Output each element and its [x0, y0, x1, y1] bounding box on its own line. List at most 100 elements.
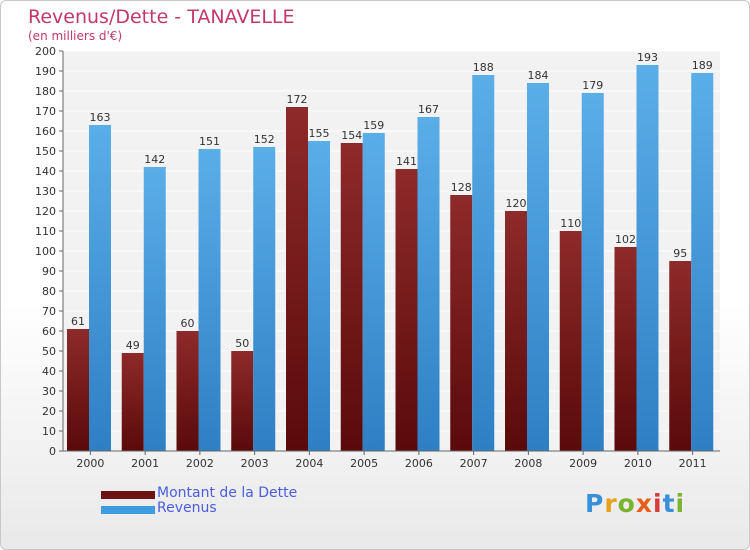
logo-letter: o — [617, 489, 636, 518]
y-tick-label: 60 — [42, 325, 56, 338]
logo-letter: P — [585, 489, 605, 518]
bar-revenue — [636, 65, 659, 451]
data-label-revenue: 159 — [363, 119, 384, 132]
bar-debt — [559, 231, 582, 451]
y-tick-label: 50 — [42, 345, 56, 358]
data-label-revenue: 155 — [309, 127, 330, 140]
bar-debt — [395, 169, 418, 451]
data-label-revenue: 189 — [692, 59, 713, 72]
data-label-revenue: 152 — [254, 133, 275, 146]
bar-debt — [614, 247, 637, 451]
y-tick-label: 140 — [35, 165, 56, 178]
data-label-debt: 154 — [341, 129, 362, 142]
bar-debt — [505, 211, 527, 451]
data-label-revenue: 142 — [144, 153, 165, 166]
x-tick-label: 2010 — [624, 457, 652, 470]
data-label-revenue: 193 — [637, 51, 658, 64]
y-tick-label: 70 — [42, 305, 56, 318]
bar-revenue — [198, 149, 221, 451]
data-label-revenue: 167 — [418, 103, 439, 116]
legend-swatch-debt — [101, 491, 155, 499]
y-tick-label: 10 — [42, 425, 56, 438]
data-label-debt: 50 — [235, 337, 249, 350]
bar-debt — [286, 107, 308, 451]
data-label-debt: 61 — [71, 315, 85, 328]
x-tick-label: 2006 — [405, 457, 433, 470]
data-label-debt: 49 — [126, 339, 140, 352]
proxiti-logo: Proxiti — [585, 489, 685, 518]
data-label-revenue: 163 — [90, 111, 111, 124]
y-tick-label: 160 — [35, 125, 56, 138]
x-tick-label: 2000 — [76, 457, 104, 470]
y-tick-label: 200 — [35, 45, 56, 58]
y-tick-label: 80 — [42, 285, 56, 298]
data-label-revenue: 188 — [473, 61, 494, 74]
y-tick-label: 30 — [42, 385, 56, 398]
y-tick-label: 120 — [35, 205, 56, 218]
bar-debt — [450, 195, 473, 451]
y-tick-label: 130 — [35, 185, 56, 198]
x-tick-label: 2002 — [186, 457, 214, 470]
bars — [67, 65, 714, 451]
logo-letter: x — [635, 489, 653, 518]
bar-debt — [669, 261, 692, 451]
data-label-debt: 120 — [506, 197, 527, 210]
data-label-debt: 141 — [396, 155, 417, 168]
y-tick-label: 190 — [35, 65, 56, 78]
bar-debt — [67, 329, 89, 451]
data-label-revenue: 151 — [199, 135, 220, 148]
bar-revenue — [527, 83, 549, 451]
chart-subtitle: (en milliers d'€) — [28, 29, 123, 43]
data-label-debt: 95 — [673, 247, 687, 260]
logo-letter: t — [662, 489, 676, 518]
bar-revenue — [691, 73, 714, 451]
logo-letter: r — [604, 489, 618, 518]
bar-revenue — [417, 117, 440, 451]
data-label-debt: 110 — [560, 217, 581, 230]
bar-revenue — [362, 133, 385, 451]
bar-debt — [176, 331, 199, 451]
bar-debt — [121, 353, 144, 451]
data-label-revenue: 184 — [528, 69, 549, 82]
grid — [63, 50, 720, 452]
y-tick-label: 90 — [42, 265, 56, 278]
data-label-debt: 60 — [181, 317, 195, 330]
bar-revenue — [472, 75, 495, 451]
bar-revenue — [308, 141, 330, 451]
y-tick-label: 20 — [42, 405, 56, 418]
bar-revenue — [89, 125, 111, 451]
x-tick-label: 2005 — [350, 457, 378, 470]
logo-letter: i — [653, 489, 663, 518]
y-tick-label: 40 — [42, 365, 56, 378]
logo-letter: i — [675, 489, 686, 518]
y-tick-label: 170 — [35, 105, 56, 118]
data-label-revenue: 179 — [582, 79, 603, 92]
y-tick-label: 110 — [35, 225, 56, 238]
bar-debt — [231, 351, 254, 451]
bar-revenue — [143, 167, 166, 451]
bar-revenue — [581, 93, 604, 451]
y-tick-label: 0 — [49, 445, 56, 458]
axes: 0 10 20 30 40 50 60 70 80 90 100 110 120 130 140 150 160… — [35, 45, 720, 470]
x-tick-label: 2011 — [679, 457, 707, 470]
data-label-debt: 102 — [615, 233, 636, 246]
x-tick-label: 2007 — [460, 457, 488, 470]
legend-swatch-revenue — [101, 506, 155, 514]
legend-label-debt: Montant de la Dette — [157, 485, 298, 501]
data-label-debt: 128 — [451, 181, 472, 194]
y-tick-label: 150 — [35, 145, 56, 158]
bar-revenue — [253, 147, 276, 451]
bar-debt — [340, 143, 363, 451]
x-tick-label: 2001 — [131, 457, 159, 470]
x-tick-label: 2004 — [295, 457, 323, 470]
y-tick-label: 100 — [35, 245, 56, 258]
x-tick-label: 2003 — [241, 457, 269, 470]
x-tick-label: 2009 — [569, 457, 597, 470]
y-tick-label: 180 — [35, 85, 56, 98]
data-label-debt: 172 — [287, 93, 308, 106]
chart-title: Revenus/Dette - TANAVELLE — [28, 6, 295, 28]
legend-label-revenue: Revenus — [157, 500, 217, 516]
